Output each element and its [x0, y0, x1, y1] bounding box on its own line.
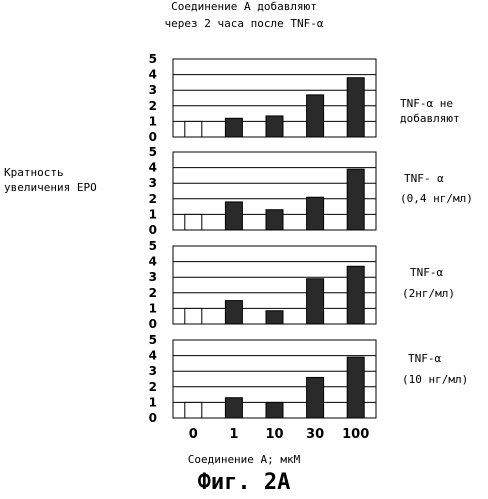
panel-4-y-tick-3: 3	[149, 364, 157, 378]
panel-3-y-tick-2: 2	[149, 286, 157, 300]
panel-4-bar-30	[307, 377, 324, 418]
panel-3-bar-100	[347, 266, 364, 324]
x-tick-30: 30	[306, 427, 324, 442]
panel-2-y-tick-5: 5	[149, 145, 157, 159]
panel-4-bar-100	[347, 357, 364, 418]
x-tick-1: 1	[229, 427, 238, 442]
panel-3-y-tick-5: 5	[149, 239, 157, 253]
panel-1-y-tick-4: 4	[149, 68, 157, 82]
panel-2-bar-10	[266, 210, 283, 230]
panel-1-y-tick-2: 2	[149, 99, 157, 113]
panel-3-y-tick-0: 0	[149, 317, 157, 331]
panel-4-y-tick-4: 4	[149, 349, 157, 363]
panel-2-y-tick-1: 1	[149, 207, 157, 221]
panel-2-y-tick-3: 3	[149, 176, 157, 190]
panel-4-bar-1	[225, 398, 242, 418]
panel-1-bar-100	[347, 78, 364, 137]
panel-4-bar-10	[266, 402, 283, 418]
panel-2-bar-0	[185, 214, 202, 230]
panel-4-y-tick-1: 1	[149, 395, 157, 409]
panel-1-y-tick-0: 0	[149, 130, 157, 144]
panel-1-bar-30	[307, 95, 324, 137]
panel-3-y-tick-1: 1	[149, 301, 157, 315]
panel-4-bar-0	[185, 402, 202, 418]
panel-1-bar-0	[185, 121, 202, 137]
panel-3-y-tick-3: 3	[149, 270, 157, 284]
panel-1-y-tick-1: 1	[149, 114, 157, 128]
panel-1-bar-1	[225, 118, 242, 137]
panel-4-y-tick-2: 2	[149, 380, 157, 394]
panel-4-y-tick-0: 0	[149, 411, 157, 425]
figure-caption: Фиг. 2А	[0, 470, 488, 496]
panel-2-bar-1	[225, 202, 242, 230]
x-tick-0: 0	[189, 427, 198, 442]
panel-3-y-tick-4: 4	[149, 255, 157, 269]
x-tick-10: 10	[265, 427, 283, 442]
panel-4-y-tick-5: 5	[149, 333, 157, 347]
x-tick-100: 100	[342, 427, 369, 442]
panel-2-y-tick-2: 2	[149, 192, 157, 206]
panel-1-y-tick-5: 5	[149, 52, 157, 66]
panel-3-bar-10	[266, 311, 283, 324]
panel-2-bar-100	[347, 169, 364, 230]
panel-1-y-tick-3: 3	[149, 83, 157, 97]
panel-1-bar-10	[266, 116, 283, 137]
panel-3-bar-1	[225, 301, 242, 324]
panel-3-bar-30	[307, 279, 324, 324]
panel-2-bar-30	[307, 197, 324, 230]
panel-2-y-tick-4: 4	[149, 161, 157, 175]
panel-2-y-tick-0: 0	[149, 223, 157, 237]
panel-3-bar-0	[185, 308, 202, 324]
x-axis-label: Соединение А; мкМ	[0, 453, 488, 467]
